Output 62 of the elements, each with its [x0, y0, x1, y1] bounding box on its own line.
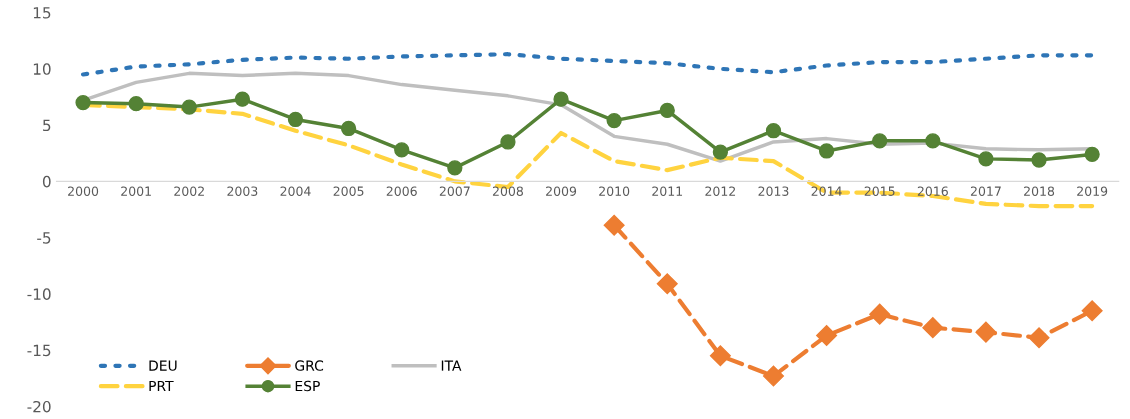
point	[75, 94, 91, 111]
point	[1031, 152, 1047, 168]
point	[922, 317, 944, 339]
point	[234, 91, 251, 107]
point	[447, 160, 463, 176]
y-tick-label: -5	[37, 232, 51, 244]
legend-label: GRC	[295, 360, 324, 371]
y-tick-label: 10	[33, 63, 51, 75]
x-tick-label: 2013	[758, 186, 789, 196]
point	[128, 96, 144, 112]
point	[978, 151, 994, 167]
point	[500, 134, 516, 150]
legend-label: PRT	[149, 380, 174, 392]
point	[925, 133, 941, 149]
point	[394, 142, 410, 158]
x-tick-label: 2019	[1077, 186, 1108, 196]
x-tick-label: 2001	[121, 186, 151, 196]
point	[553, 91, 569, 107]
point	[340, 120, 357, 137]
point	[816, 325, 838, 347]
x-tick-label: 2005	[333, 186, 364, 196]
y-tick-label: -10	[27, 288, 51, 300]
y-tick-label: -15	[27, 344, 51, 357]
point	[712, 144, 729, 160]
x-tick-label: 2016	[917, 186, 948, 196]
x-tick-label: 2017	[970, 186, 1001, 196]
x-tick-label: 2018	[1024, 186, 1055, 196]
x-tick-label: 2000	[68, 186, 99, 196]
legend-label: ITA	[441, 360, 462, 371]
point	[603, 214, 625, 236]
x-tick-label: 2009	[546, 186, 577, 196]
x-tick-label: 2007	[439, 186, 470, 196]
x-tick-label: 2008	[492, 186, 523, 196]
x-tick-label: 2011	[652, 186, 683, 196]
point	[659, 102, 675, 119]
point	[869, 303, 891, 325]
x-tick-label: 2003	[227, 186, 258, 196]
x-tick-label: 2006	[386, 186, 417, 196]
line-series	[80, 52, 1095, 77]
point	[181, 99, 197, 115]
point	[762, 365, 785, 387]
point	[975, 321, 997, 343]
y-tick-label: 0	[42, 175, 51, 188]
point	[1081, 300, 1103, 322]
point	[818, 143, 835, 159]
y-tick-label: -20	[27, 400, 51, 413]
legend-label: DEU	[149, 360, 177, 371]
legend-label: ESP	[295, 380, 320, 392]
x-tick-label: 2012	[705, 186, 736, 196]
x-tick-label: 2002	[174, 186, 204, 196]
y-tick-label: 5	[43, 119, 51, 132]
point	[872, 133, 888, 149]
point	[656, 273, 678, 295]
point	[287, 111, 304, 128]
point	[765, 123, 782, 139]
point	[1084, 146, 1100, 162]
point	[1028, 327, 1050, 349]
x-tick-label: 2010	[599, 186, 630, 196]
point	[606, 112, 622, 129]
x-tick-label: 2004	[280, 186, 311, 196]
point	[709, 345, 731, 367]
y-tick-label: 15	[33, 7, 51, 19]
